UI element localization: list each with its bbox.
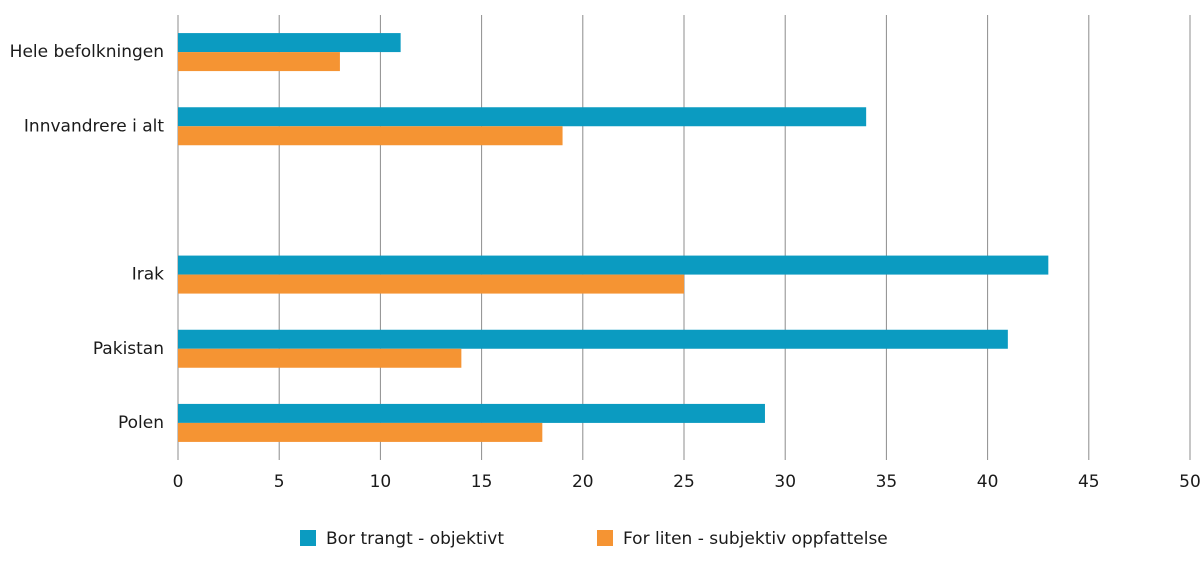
x-tick-label: 40	[977, 472, 999, 492]
x-tick-label: 25	[673, 472, 695, 492]
bar	[178, 33, 401, 53]
x-tick-label: 15	[471, 472, 493, 492]
x-tick-label: 10	[370, 472, 392, 492]
bar	[178, 329, 1008, 349]
bar	[178, 126, 563, 146]
y-tick-label: Innvandrere i alt	[24, 116, 164, 136]
y-tick-label: Polen	[118, 413, 164, 433]
legend-label: For liten - subjektiv oppfattelse	[623, 529, 888, 549]
x-tick-label: 50	[1179, 472, 1200, 492]
y-tick-label: Pakistan	[93, 339, 164, 359]
legend-swatch	[597, 530, 613, 546]
bar	[178, 52, 340, 72]
bar	[178, 274, 684, 294]
y-tick-label: Hele befolkningen	[10, 42, 164, 62]
bar	[178, 255, 1049, 275]
x-tick-label: 45	[1078, 472, 1100, 492]
x-tick-label: 5	[274, 472, 285, 492]
bar	[178, 348, 462, 368]
bar	[178, 422, 543, 442]
x-tick-label: 35	[876, 472, 898, 492]
x-tick-label: 20	[572, 472, 594, 492]
legend-swatch	[300, 530, 316, 546]
bar	[178, 107, 867, 127]
y-tick-label: Irak	[132, 265, 164, 285]
legend-label: Bor trangt - objektivt	[326, 529, 504, 549]
bar	[178, 403, 765, 423]
x-tick-label: 30	[774, 472, 796, 492]
x-tick-label: 0	[173, 472, 184, 492]
